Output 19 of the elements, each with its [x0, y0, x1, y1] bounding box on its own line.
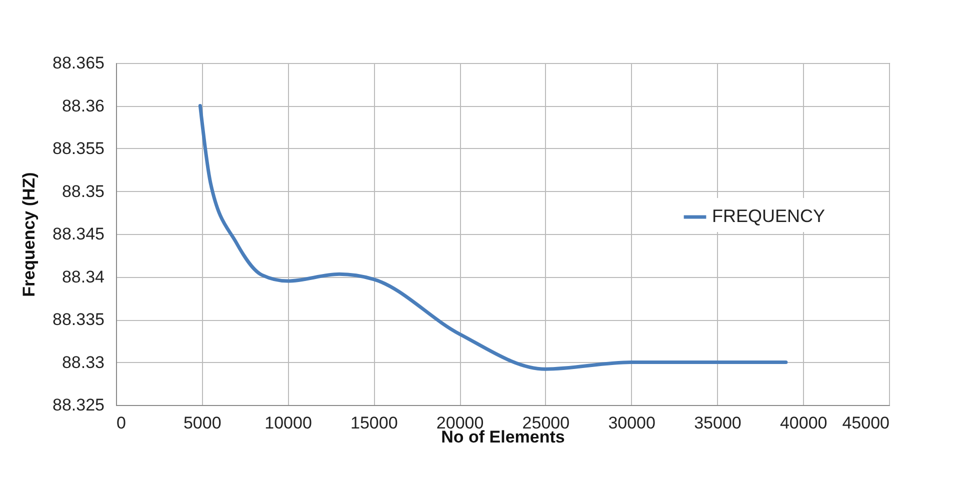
x-tick-label: 15000: [350, 414, 398, 432]
legend-label: FREQUENCY: [712, 206, 826, 226]
x-tick-label: 30000: [608, 414, 656, 432]
y-tick-label: 88.33: [62, 352, 104, 372]
y-tick-label: 88.35: [62, 182, 104, 201]
x-tick-label: 45000: [842, 414, 890, 432]
y-tick-label: 88.36: [62, 96, 104, 116]
y-tick-label: 88.34: [62, 267, 104, 286]
y-tick-label: 88.355: [52, 139, 104, 158]
y-tick-label: 88.335: [52, 310, 104, 329]
y-tick-label: 88.325: [52, 396, 104, 414]
x-tick-label: 40000: [780, 414, 828, 432]
x-tick-label: 35000: [694, 414, 742, 432]
x-tick-label: 0: [116, 414, 126, 432]
x-tick-label: 5000: [183, 414, 222, 432]
y-tick-label: 88.365: [52, 54, 104, 72]
y-tick-label: 88.345: [52, 224, 104, 244]
y-axis-title: Frequency (HZ): [20, 172, 39, 297]
x-tick-label: 10000: [264, 414, 312, 432]
